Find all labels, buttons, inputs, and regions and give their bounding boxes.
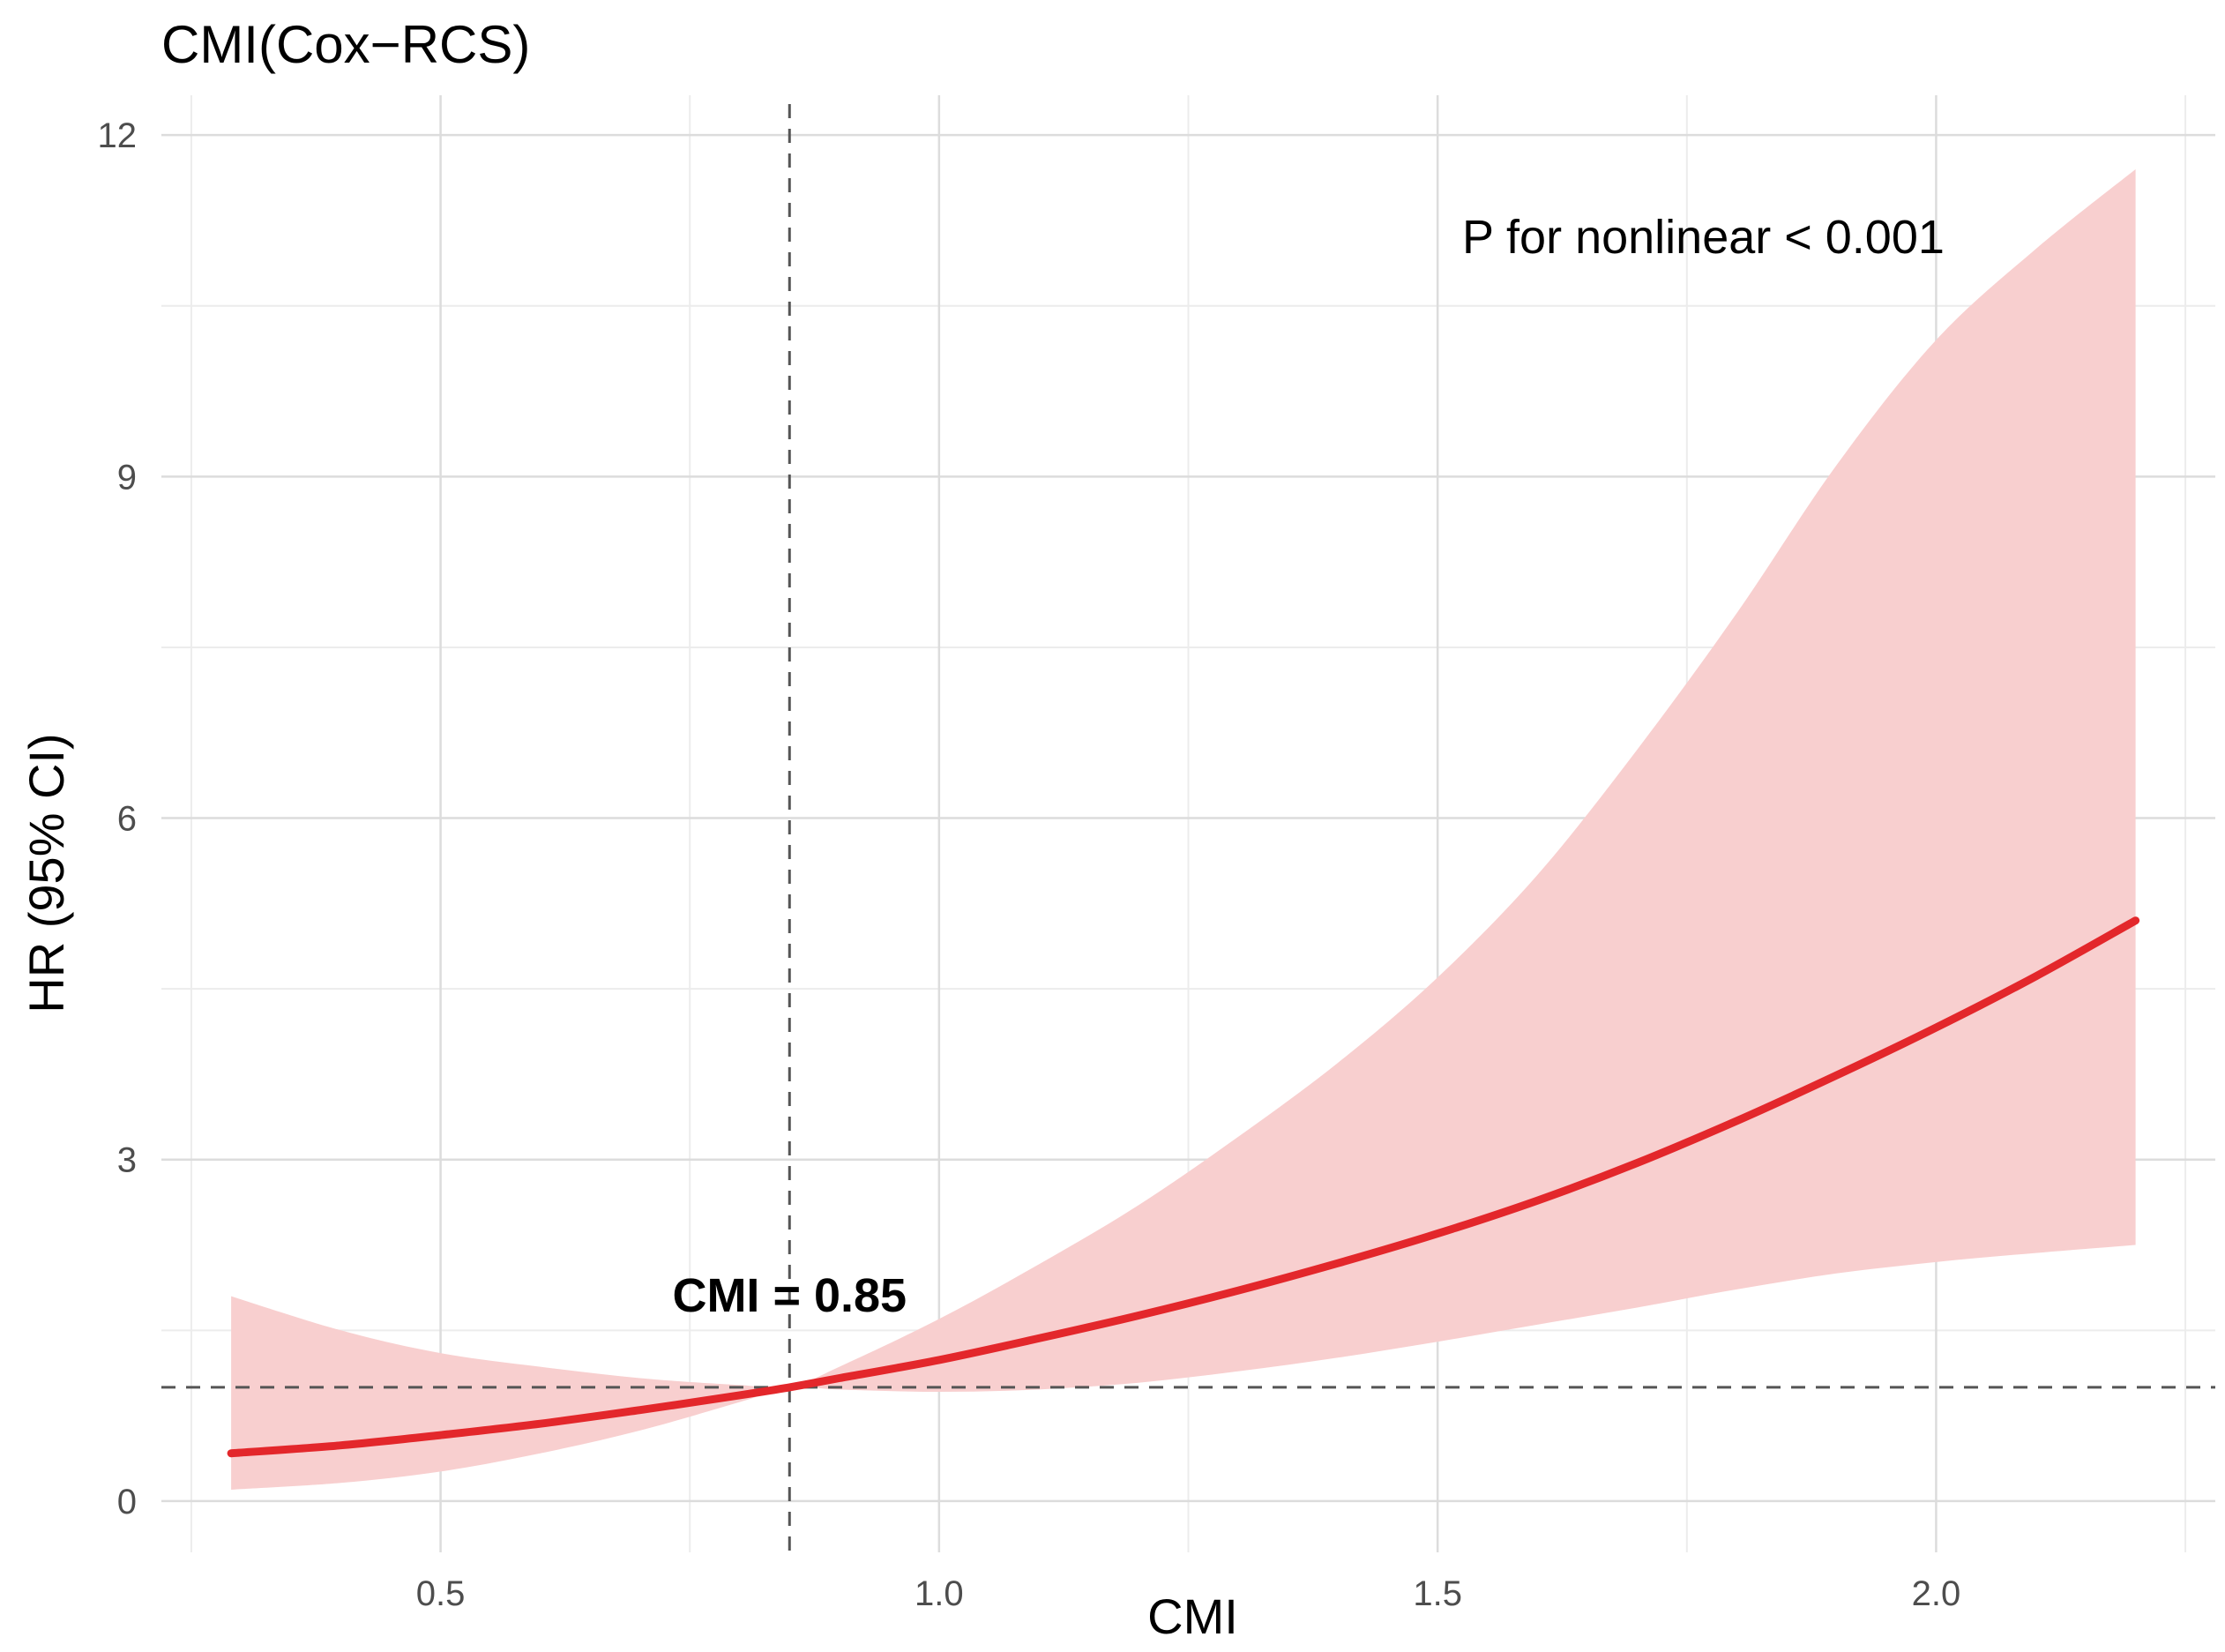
confidence-band [231, 168, 2136, 1490]
cutoff-label: CMI = 0.85 [672, 1269, 907, 1322]
chart-title: CMI(Cox−RCS) [161, 15, 530, 74]
y-tick-label: 0 [117, 1483, 137, 1521]
y-axis-ticks: 0 3 6 9 12 [98, 116, 138, 1521]
x-axis-title: CMI [1147, 1588, 1238, 1644]
x-tick-label: 1.5 [1413, 1574, 1462, 1613]
x-tick-label: 1.0 [915, 1574, 964, 1613]
y-tick-label: 12 [98, 116, 138, 155]
y-tick-label: 9 [117, 458, 137, 497]
hr-curve [227, 916, 2140, 1458]
p-nonlinear-annotation: P for nonlinear < 0.001 [1462, 211, 1945, 264]
y-tick-label: 6 [117, 800, 137, 839]
x-axis-ticks: 0.5 1.0 1.5 2.0 [416, 1574, 1960, 1613]
y-tick-label: 3 [117, 1141, 137, 1180]
x-tick-label: 0.5 [416, 1574, 466, 1613]
y-axis-title: HR (95% CI) [19, 733, 74, 1013]
x-tick-label: 2.0 [1912, 1574, 1961, 1613]
